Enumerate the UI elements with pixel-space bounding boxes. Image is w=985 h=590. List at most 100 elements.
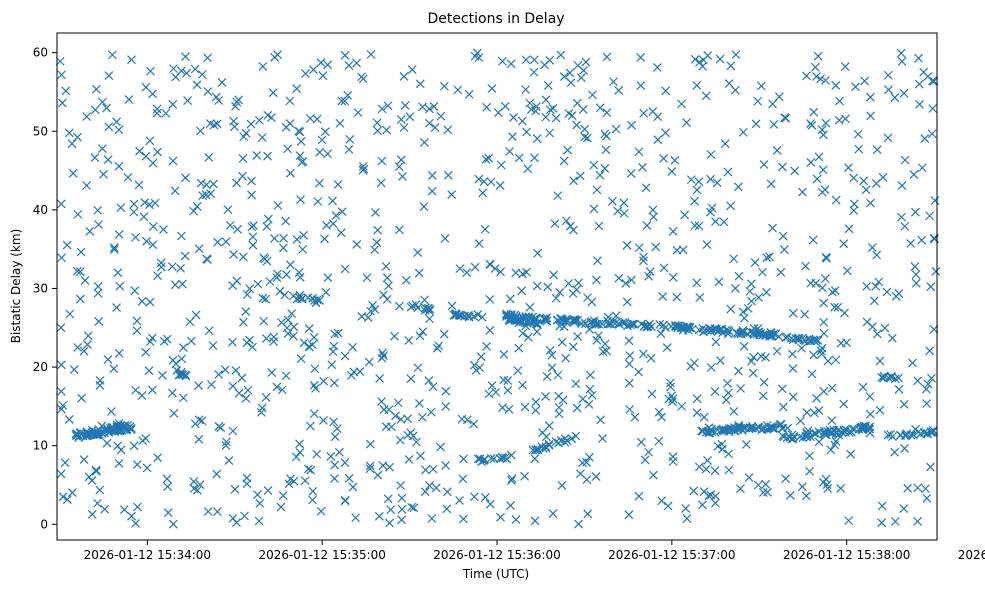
detection-point [746,279,756,289]
detection-point [930,196,940,205]
detection-point [411,437,421,447]
detection-point [879,373,888,383]
detection-point [814,437,824,447]
detection-point [156,258,166,268]
detection-point [721,395,731,405]
detection-point [499,375,509,385]
detection-point [840,308,849,318]
detection-point [214,96,224,105]
detection-point [701,91,711,101]
detection-point [436,442,445,452]
detection-point [624,336,634,346]
detection-point [651,242,661,252]
detection-point [561,317,571,327]
detection-point [511,268,521,278]
detection-point [497,56,507,66]
detection-point [112,425,122,435]
detection-point [690,221,700,231]
detection-point [343,90,353,100]
x-tick-label: 2026-01-12 15:39:00 [958,548,985,562]
detection-point [397,515,407,525]
detection-point [471,365,481,375]
detection-point [542,372,552,382]
detection-point [506,501,515,510]
detection-point [233,224,243,234]
detection-point [890,447,900,457]
detection-point [308,486,318,496]
detection-point [485,325,495,335]
detection-point [634,367,643,377]
detection-point [520,471,530,481]
detection-point [455,264,465,274]
plot-frame [56,32,938,541]
detection-point [373,225,383,235]
detection-point [248,232,258,242]
detection-point [194,244,204,254]
detection-point [696,426,706,436]
detection-point [223,205,233,215]
detection-point [396,115,406,125]
detection-point [340,50,350,60]
detection-point [806,278,816,288]
detection-point [772,145,782,155]
detection-point [259,316,269,326]
detection-point [660,323,670,333]
detection-point [254,115,264,125]
detection-point [866,111,876,121]
detection-point [58,492,68,502]
detection-point [686,175,696,185]
detection-point [910,262,920,272]
detection-point [195,126,205,136]
detection-point [931,266,941,276]
detection-point [575,469,585,479]
detection-point [132,460,142,469]
detection-point [372,238,382,247]
detection-point [585,384,595,394]
detection-point [532,134,542,143]
detection-point [496,160,506,170]
detection-point [833,302,843,312]
detection-point [551,293,561,303]
detection-point [485,499,495,509]
detection-point [299,230,308,240]
detection-point [83,340,92,349]
detection-point [93,205,103,215]
detection-point [425,481,434,490]
detection-point [314,178,324,188]
detection-point [282,323,292,333]
detection-point [394,301,404,311]
detection-point [571,379,581,389]
detection-point [894,289,904,298]
detection-point [345,134,355,144]
detection-point [91,466,101,476]
detection-point [913,516,922,526]
detection-point [690,54,700,64]
detection-point [814,427,824,437]
detection-point [362,273,372,283]
detection-point [531,397,541,407]
detection-point [518,269,528,279]
detection-point [812,393,821,403]
detection-point [642,221,652,231]
detection-point [113,268,123,278]
detection-point [370,245,380,255]
detection-point [144,366,154,376]
detection-point [636,437,646,447]
detection-point [602,108,612,118]
detection-point [567,434,577,444]
detection-point [140,198,150,207]
detection-point [595,170,605,180]
detection-point [231,101,240,111]
detection-point [828,287,837,297]
detection-point [153,453,163,463]
detection-point [836,338,846,348]
detection-point [253,279,263,289]
detection-point [376,178,386,188]
detection-point [738,127,748,137]
detection-point [316,506,326,516]
detection-point [309,380,319,390]
detection-point [408,301,417,311]
detection-point [337,207,347,217]
detection-point [532,327,542,337]
detection-point [648,205,658,215]
